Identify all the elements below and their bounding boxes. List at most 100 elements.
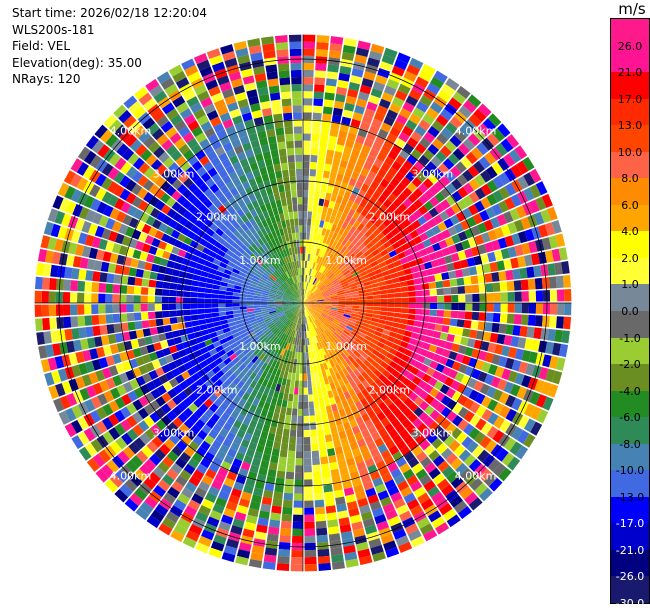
radar-gate bbox=[303, 288, 306, 297]
radar-gate bbox=[128, 100, 142, 115]
radar-gate bbox=[124, 478, 138, 492]
radar-gate bbox=[211, 92, 224, 103]
radar-gate bbox=[296, 290, 301, 297]
radar-gate bbox=[295, 451, 303, 459]
radar-gate bbox=[545, 368, 556, 383]
radar-gate bbox=[266, 165, 275, 174]
radar-gate bbox=[137, 407, 149, 420]
radar-gate bbox=[236, 413, 246, 423]
radar-gate bbox=[248, 256, 256, 263]
radar-gate bbox=[202, 365, 212, 374]
radar-gate bbox=[310, 276, 315, 284]
radar-gate bbox=[326, 337, 333, 345]
radar-gate bbox=[303, 76, 314, 85]
radar-gate bbox=[245, 514, 258, 525]
radar-gate bbox=[288, 247, 293, 256]
radar-gate bbox=[408, 303, 417, 309]
radar-gate bbox=[318, 256, 323, 265]
radar-gate bbox=[217, 467, 229, 478]
radar-gate bbox=[365, 288, 373, 293]
radar-gate bbox=[316, 318, 322, 325]
radar-gate bbox=[171, 178, 183, 190]
radar-gate bbox=[188, 523, 203, 536]
radar-gate bbox=[306, 316, 309, 324]
radar-gate bbox=[232, 299, 240, 303]
radar-gate bbox=[288, 287, 294, 294]
radar-gate bbox=[263, 387, 271, 396]
radar-gate bbox=[380, 294, 388, 299]
radar-gate bbox=[265, 282, 273, 287]
colorbar: 26.0 21.0 17.0 13.0 10.0 8.0 6.0 4.0 2.0 1.0 0.0 -1… bbox=[610, 18, 650, 610]
radar-gate bbox=[355, 320, 364, 326]
radar-gate bbox=[282, 333, 287, 341]
radar-gate bbox=[204, 339, 213, 347]
radar-gate bbox=[175, 155, 187, 167]
radar-gate bbox=[315, 319, 321, 326]
radar-gate bbox=[320, 355, 326, 364]
radar-gate bbox=[392, 96, 405, 108]
radar-gate bbox=[350, 313, 359, 318]
radar-gate bbox=[198, 505, 212, 516]
radar-gate bbox=[322, 331, 328, 339]
radar-gate bbox=[308, 307, 315, 312]
radar-gate bbox=[281, 304, 290, 307]
radar-gate bbox=[424, 394, 435, 405]
radar-gate bbox=[269, 264, 277, 272]
radar-gate bbox=[319, 234, 325, 243]
radar-gate bbox=[344, 450, 354, 460]
radar-gate bbox=[327, 519, 339, 528]
radar-gate bbox=[351, 202, 359, 211]
radar-gate bbox=[254, 73, 267, 82]
radar-gate bbox=[334, 317, 342, 323]
radar-gate bbox=[514, 291, 522, 302]
radar-gate bbox=[140, 303, 148, 312]
radar-gate bbox=[264, 364, 271, 373]
radar-gate bbox=[303, 380, 308, 388]
radar-gate bbox=[530, 253, 540, 266]
radar-gate bbox=[363, 71, 376, 81]
radar-gate bbox=[357, 91, 370, 102]
radar-gate bbox=[185, 272, 194, 280]
radar-gate bbox=[407, 314, 416, 320]
radar-gate bbox=[251, 457, 261, 467]
radar-gate bbox=[294, 380, 299, 388]
radar-gate bbox=[430, 303, 438, 310]
radar-gate bbox=[356, 157, 366, 168]
radar-gate bbox=[144, 496, 158, 509]
radar-gate bbox=[279, 324, 286, 331]
radar-gate bbox=[419, 363, 429, 373]
radar-gate bbox=[361, 388, 370, 398]
radar-gate bbox=[312, 287, 318, 293]
colorbar-swatch: -10.0 bbox=[611, 443, 649, 477]
radar-gate bbox=[298, 297, 303, 303]
radar-gate bbox=[295, 282, 299, 290]
radar-gate bbox=[456, 174, 468, 186]
radar-gate bbox=[357, 254, 366, 262]
radar-gate bbox=[170, 323, 179, 331]
radar-gate bbox=[292, 307, 298, 313]
radar-gate bbox=[303, 296, 305, 303]
radar-gate bbox=[386, 352, 395, 361]
radar-gate bbox=[292, 293, 298, 299]
radar-gate bbox=[219, 223, 228, 233]
radar-gate bbox=[358, 308, 367, 313]
radar-gate bbox=[90, 198, 101, 212]
radar-gate bbox=[280, 348, 286, 356]
radar-gate bbox=[421, 373, 432, 384]
radar-gate bbox=[281, 300, 289, 303]
radar-gate bbox=[217, 333, 226, 341]
radar-gate bbox=[278, 184, 285, 193]
radar-gate bbox=[184, 321, 193, 328]
radar-gate bbox=[275, 295, 283, 299]
radar-gate bbox=[210, 374, 220, 384]
radar-gate bbox=[186, 230, 196, 240]
radar-gate bbox=[218, 311, 227, 317]
radar-gate bbox=[272, 283, 280, 289]
radar-gate bbox=[396, 222, 406, 232]
radar-gate bbox=[490, 376, 501, 388]
radar-gate bbox=[194, 331, 203, 338]
radar-gate bbox=[189, 240, 199, 249]
radar-gate bbox=[294, 351, 298, 360]
radar-gate bbox=[335, 287, 344, 292]
radar-gate bbox=[324, 280, 332, 287]
